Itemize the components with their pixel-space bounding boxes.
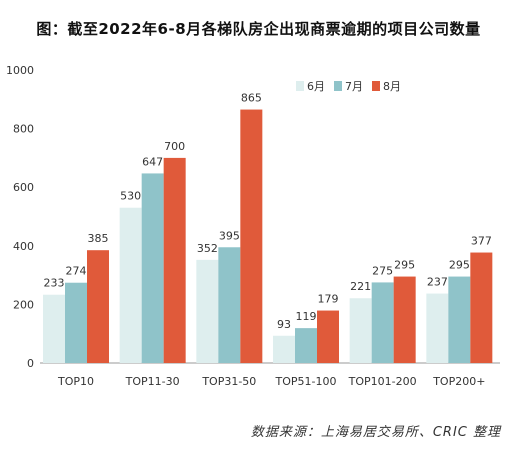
legend-swatch: [296, 81, 304, 91]
legend-label: 8月: [383, 80, 401, 93]
bar: [87, 250, 109, 363]
data-label: 295: [449, 259, 470, 272]
data-label: 530: [120, 190, 141, 203]
legend-label: 6月: [307, 80, 325, 93]
data-label: 352: [197, 242, 218, 255]
data-label: 865: [241, 92, 262, 105]
x-tick-label: TOP101-200: [348, 375, 417, 388]
bar: [141, 173, 164, 363]
x-tick-label: TOP10: [57, 375, 94, 388]
data-label: 275: [372, 264, 393, 277]
bar: [163, 157, 186, 363]
data-label: 233: [44, 277, 65, 290]
y-tick-label: 400: [13, 240, 34, 253]
source-note: 数据来源：上海易居交易所、CRIC 整理: [250, 425, 501, 440]
bar: [65, 282, 87, 363]
bar: [393, 276, 416, 363]
bar: [196, 259, 219, 363]
y-tick-label: 0: [27, 357, 34, 370]
data-label: 295: [394, 259, 415, 272]
data-label: 700: [164, 140, 185, 153]
data-label: 377: [471, 235, 492, 248]
legend-swatch: [334, 81, 342, 91]
bar: [295, 328, 317, 363]
x-tick-label: TOP31-50: [201, 375, 256, 388]
data-label: 647: [142, 155, 163, 168]
x-tick-label: TOP51-100: [275, 375, 337, 388]
bar: [448, 276, 471, 363]
bar: [349, 298, 372, 363]
data-label: 221: [350, 280, 371, 293]
data-label: 395: [219, 229, 240, 242]
bar: [470, 252, 493, 363]
y-tick-label: 200: [13, 298, 34, 311]
bar: [371, 282, 394, 363]
data-label: 179: [318, 293, 339, 306]
x-tick-label: TOP11-30: [125, 375, 180, 388]
bar: [317, 310, 339, 363]
chart-title: 图：截至2022年6-8月各梯队房企出现商票逾期的项目公司数量: [36, 20, 481, 38]
bar: [218, 247, 241, 363]
bar: [43, 294, 65, 363]
data-label: 385: [88, 232, 109, 245]
bar: [240, 109, 263, 364]
y-tick-label: 800: [13, 123, 34, 136]
legend-swatch: [372, 81, 380, 91]
legend-label: 7月: [345, 80, 363, 93]
bar: [426, 293, 449, 363]
y-tick-label: 600: [13, 181, 34, 194]
x-tick-label: TOP200+: [432, 375, 485, 388]
data-label: 274: [66, 265, 87, 278]
y-tick-label: 1000: [6, 64, 34, 77]
data-label: 119: [296, 310, 317, 323]
data-label: 237: [427, 276, 448, 289]
data-label: 93: [277, 318, 291, 331]
bar: [273, 335, 295, 363]
bar: [119, 207, 142, 363]
